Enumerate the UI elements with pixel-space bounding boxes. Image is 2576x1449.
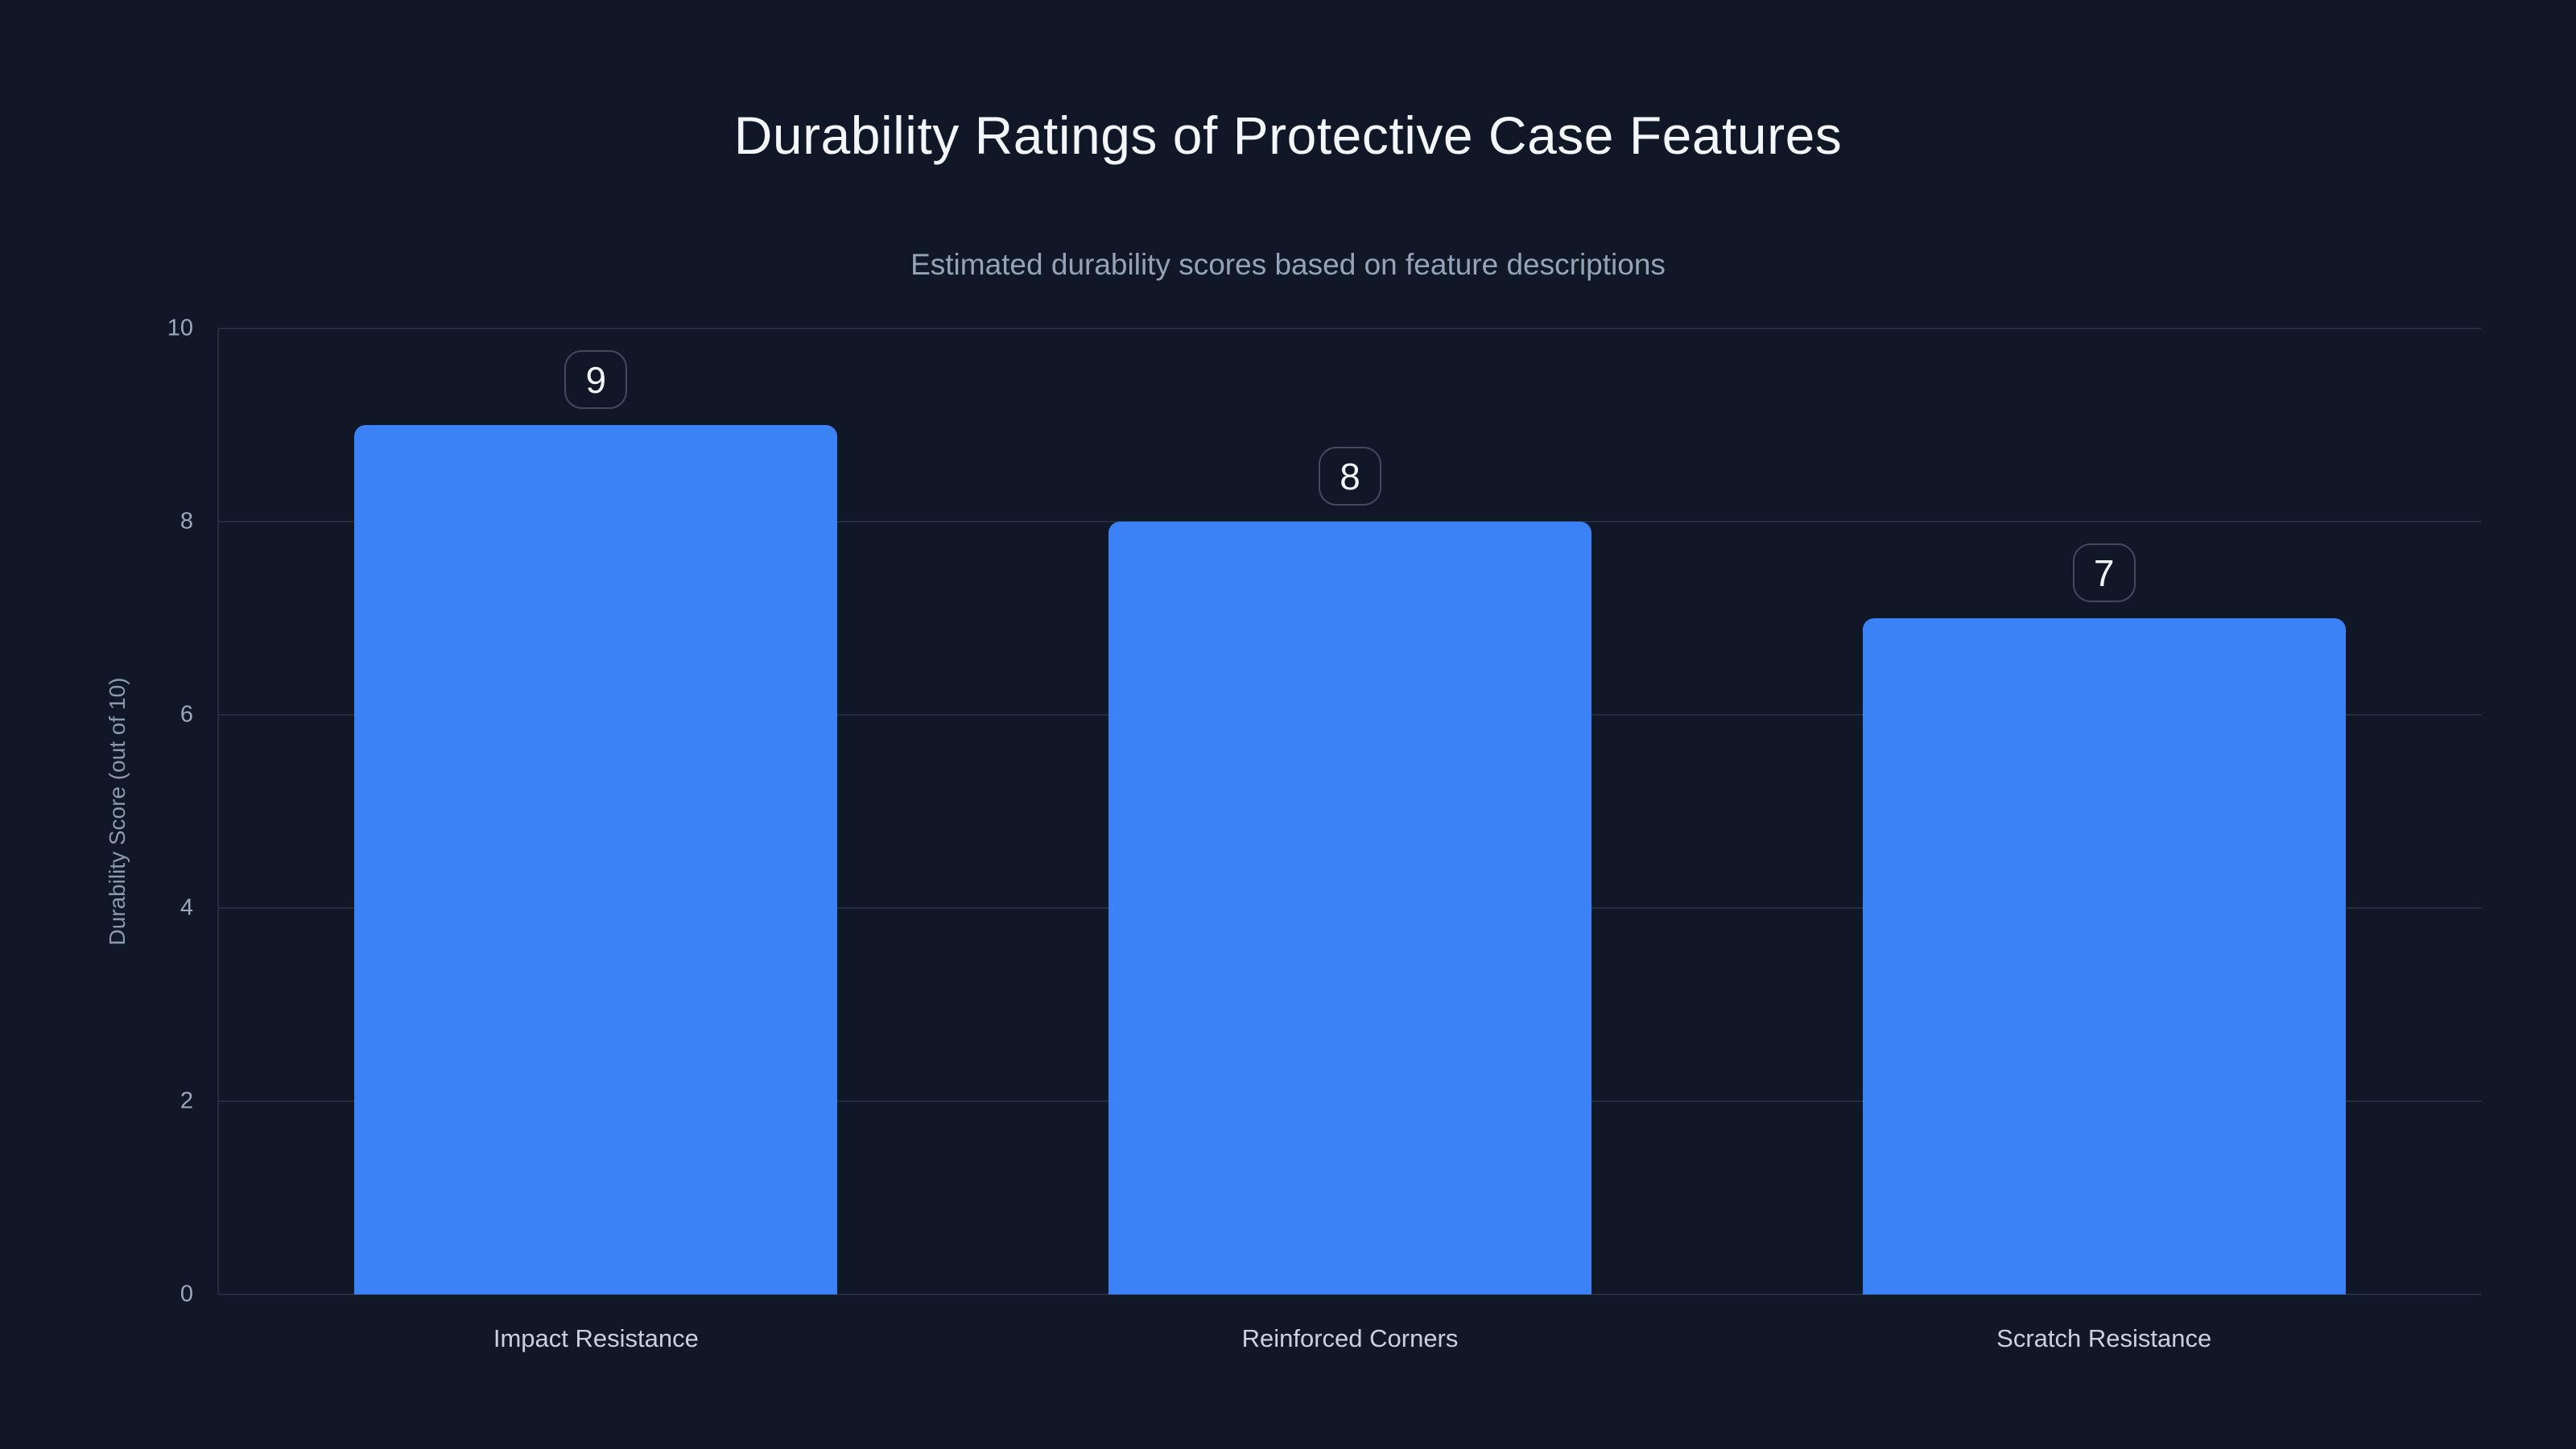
category-label: Scratch Resistance: [1996, 1324, 2212, 1352]
value-badge: 7: [2072, 543, 2136, 602]
y-axis-tick-label: 8: [180, 508, 193, 535]
y-axis-tick-label: 10: [167, 315, 193, 341]
value-badge: 9: [564, 350, 628, 409]
bar-impact-resistance: [354, 425, 838, 1294]
category-label: Reinforced Corners: [1241, 1324, 1459, 1352]
bar-group-reinforced-corners: 8 Reinforced Corners: [973, 328, 1728, 1352]
bar-group-scratch-resistance: 7 Scratch Resistance: [1727, 328, 2481, 1352]
gridline: [219, 328, 2481, 329]
bar-group-impact-resistance: 9 Impact Resistance: [219, 328, 973, 1352]
bar-reinforced-corners: [1108, 522, 1591, 1294]
gridline: [219, 1294, 2481, 1295]
plot-area: 10 8 6 4 2 0 9 Impact Resistance 8 Reinf…: [167, 316, 2481, 1352]
bars-container: 9 Impact Resistance 8 Reinforced Corners…: [219, 328, 2481, 1352]
y-axis-title: Durability Score (out of 10): [105, 677, 130, 946]
chart-subtitle: Estimated durability scores based on fea…: [910, 248, 1666, 281]
chart-title: Durability Ratings of Protective Case Fe…: [733, 105, 1843, 165]
y-axis-tick-label: 6: [180, 701, 193, 728]
value-badge: 8: [1319, 447, 1381, 506]
category-label: Impact Resistance: [493, 1324, 699, 1352]
y-axis-tick-label: 2: [180, 1088, 193, 1114]
y-axis-tick-label: 0: [180, 1281, 193, 1307]
y-axis-tick-label: 4: [180, 894, 193, 921]
bar-scratch-resistance: [1862, 618, 2346, 1294]
